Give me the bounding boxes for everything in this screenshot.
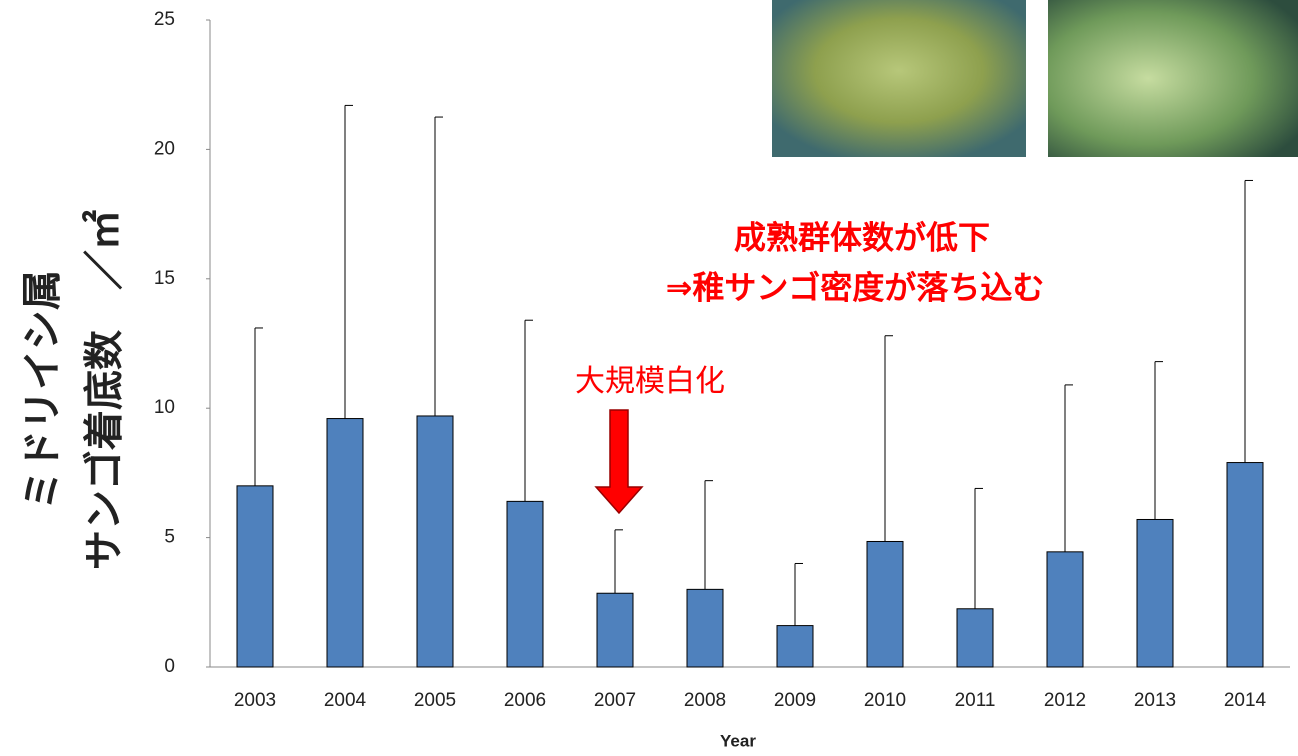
y-axis-label-line: ミドリイシ属 xyxy=(21,270,65,510)
y-tick-label: 25 xyxy=(154,9,175,30)
bar xyxy=(956,608,994,668)
bar xyxy=(866,540,904,668)
x-tick-label: 2014 xyxy=(1224,690,1267,711)
y-tick-label: 20 xyxy=(154,138,175,159)
arrow xyxy=(594,409,644,515)
bar xyxy=(596,592,634,668)
bar xyxy=(776,625,814,668)
y-tick-label: 15 xyxy=(154,268,175,289)
bar xyxy=(326,418,364,668)
x-tick-label: 2013 xyxy=(1134,690,1176,711)
bar xyxy=(686,588,724,668)
y-axis-label-line: サンゴ着底数 ／㎡ xyxy=(82,210,127,570)
x-tick-label: 2005 xyxy=(414,690,456,711)
bar xyxy=(416,415,454,668)
y-tick-label: 10 xyxy=(154,397,175,418)
x-tick-label: 2008 xyxy=(684,690,726,711)
annotation: 成熟群体数が低下 xyxy=(734,219,990,255)
x-tick-label: 2011 xyxy=(955,690,996,711)
bar xyxy=(1136,518,1174,668)
y-tick-label: 0 xyxy=(164,656,175,677)
x-tick-label: 2006 xyxy=(504,690,546,711)
bar xyxy=(506,500,544,668)
x-axis-label: Year xyxy=(720,731,756,750)
coral-photo xyxy=(1048,0,1298,157)
x-tick-label: 2010 xyxy=(864,690,906,711)
annotation: ⇒稚サンゴ密度が落ち込む xyxy=(666,269,1045,305)
x-tick-label: 2012 xyxy=(1044,690,1086,711)
coral-photo xyxy=(772,0,1026,157)
bar xyxy=(236,485,274,668)
x-tick-label: 2009 xyxy=(774,690,816,711)
bar xyxy=(1226,462,1264,668)
x-tick-label: 2003 xyxy=(234,690,276,711)
x-tick-label: 2007 xyxy=(594,690,636,711)
annotation: 大規模白化 xyxy=(575,365,725,398)
x-tick-label: 2004 xyxy=(324,690,367,711)
y-axis-label: ミドリイシ属 サンゴ着底数 ／㎡ xyxy=(21,210,127,570)
bar xyxy=(1046,551,1084,668)
y-tick-label: 5 xyxy=(164,527,175,548)
